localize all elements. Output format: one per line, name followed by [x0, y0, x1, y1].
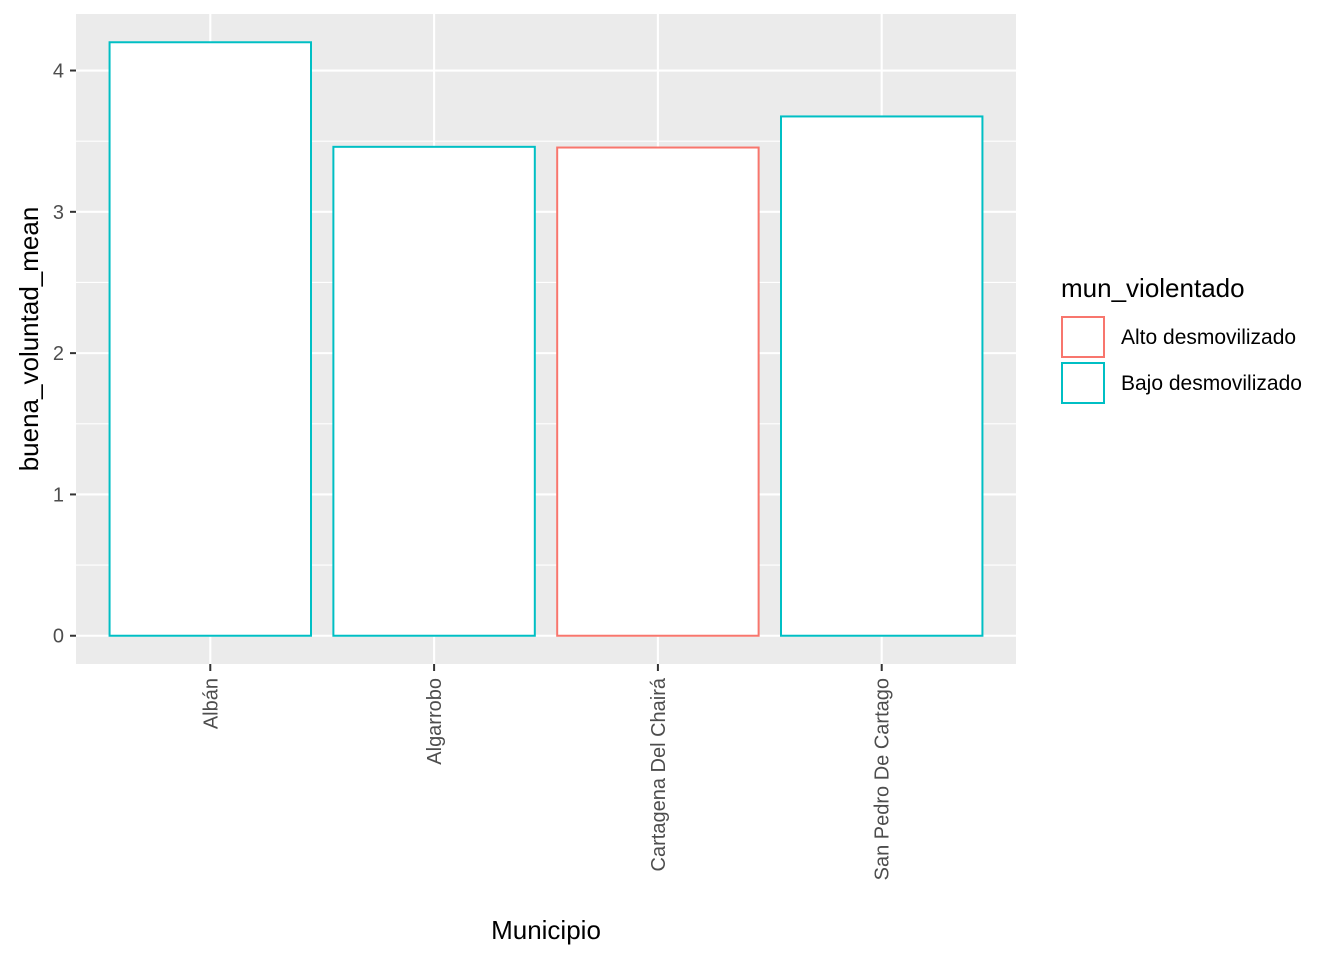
y-axis-title: buena_voluntad_mean — [14, 207, 44, 472]
x-tick-label: Cartagena Del Chairá — [648, 677, 670, 871]
legend-key — [1061, 362, 1105, 404]
legend: mun_violentado Alto desmovilizado Bajo de… — [1061, 273, 1302, 404]
legend-key — [1061, 316, 1105, 358]
legend-items: Alto desmovilizado Bajo desmovilizado — [1061, 316, 1302, 404]
bar — [332, 145, 536, 637]
legend-title: mun_violentado — [1061, 273, 1245, 303]
y-tick-label: 0 — [53, 626, 64, 648]
y-tick-label: 2 — [53, 343, 64, 365]
bar — [556, 146, 760, 637]
x-axis-title: Municipio — [491, 915, 601, 945]
y-tick-label: 1 — [53, 484, 64, 506]
x-tick-label: Algarrobo — [424, 678, 446, 765]
y-tick-label: 3 — [53, 202, 64, 224]
y-axis: 0 1 2 3 4 — [53, 61, 76, 648]
bar — [780, 115, 984, 637]
bars — [108, 41, 984, 637]
x-tick-label: San Pedro De Cartago — [872, 678, 894, 880]
legend-label: Alto desmovilizado — [1121, 326, 1296, 349]
y-tick-label: 4 — [53, 61, 64, 83]
x-axis: Albán Algarrobo Cartagena Del Chairá San Pe… — [200, 664, 894, 880]
bar — [108, 41, 312, 637]
legend-label: Bajo desmovilizado — [1121, 372, 1302, 395]
x-tick-label: Albán — [200, 678, 222, 729]
